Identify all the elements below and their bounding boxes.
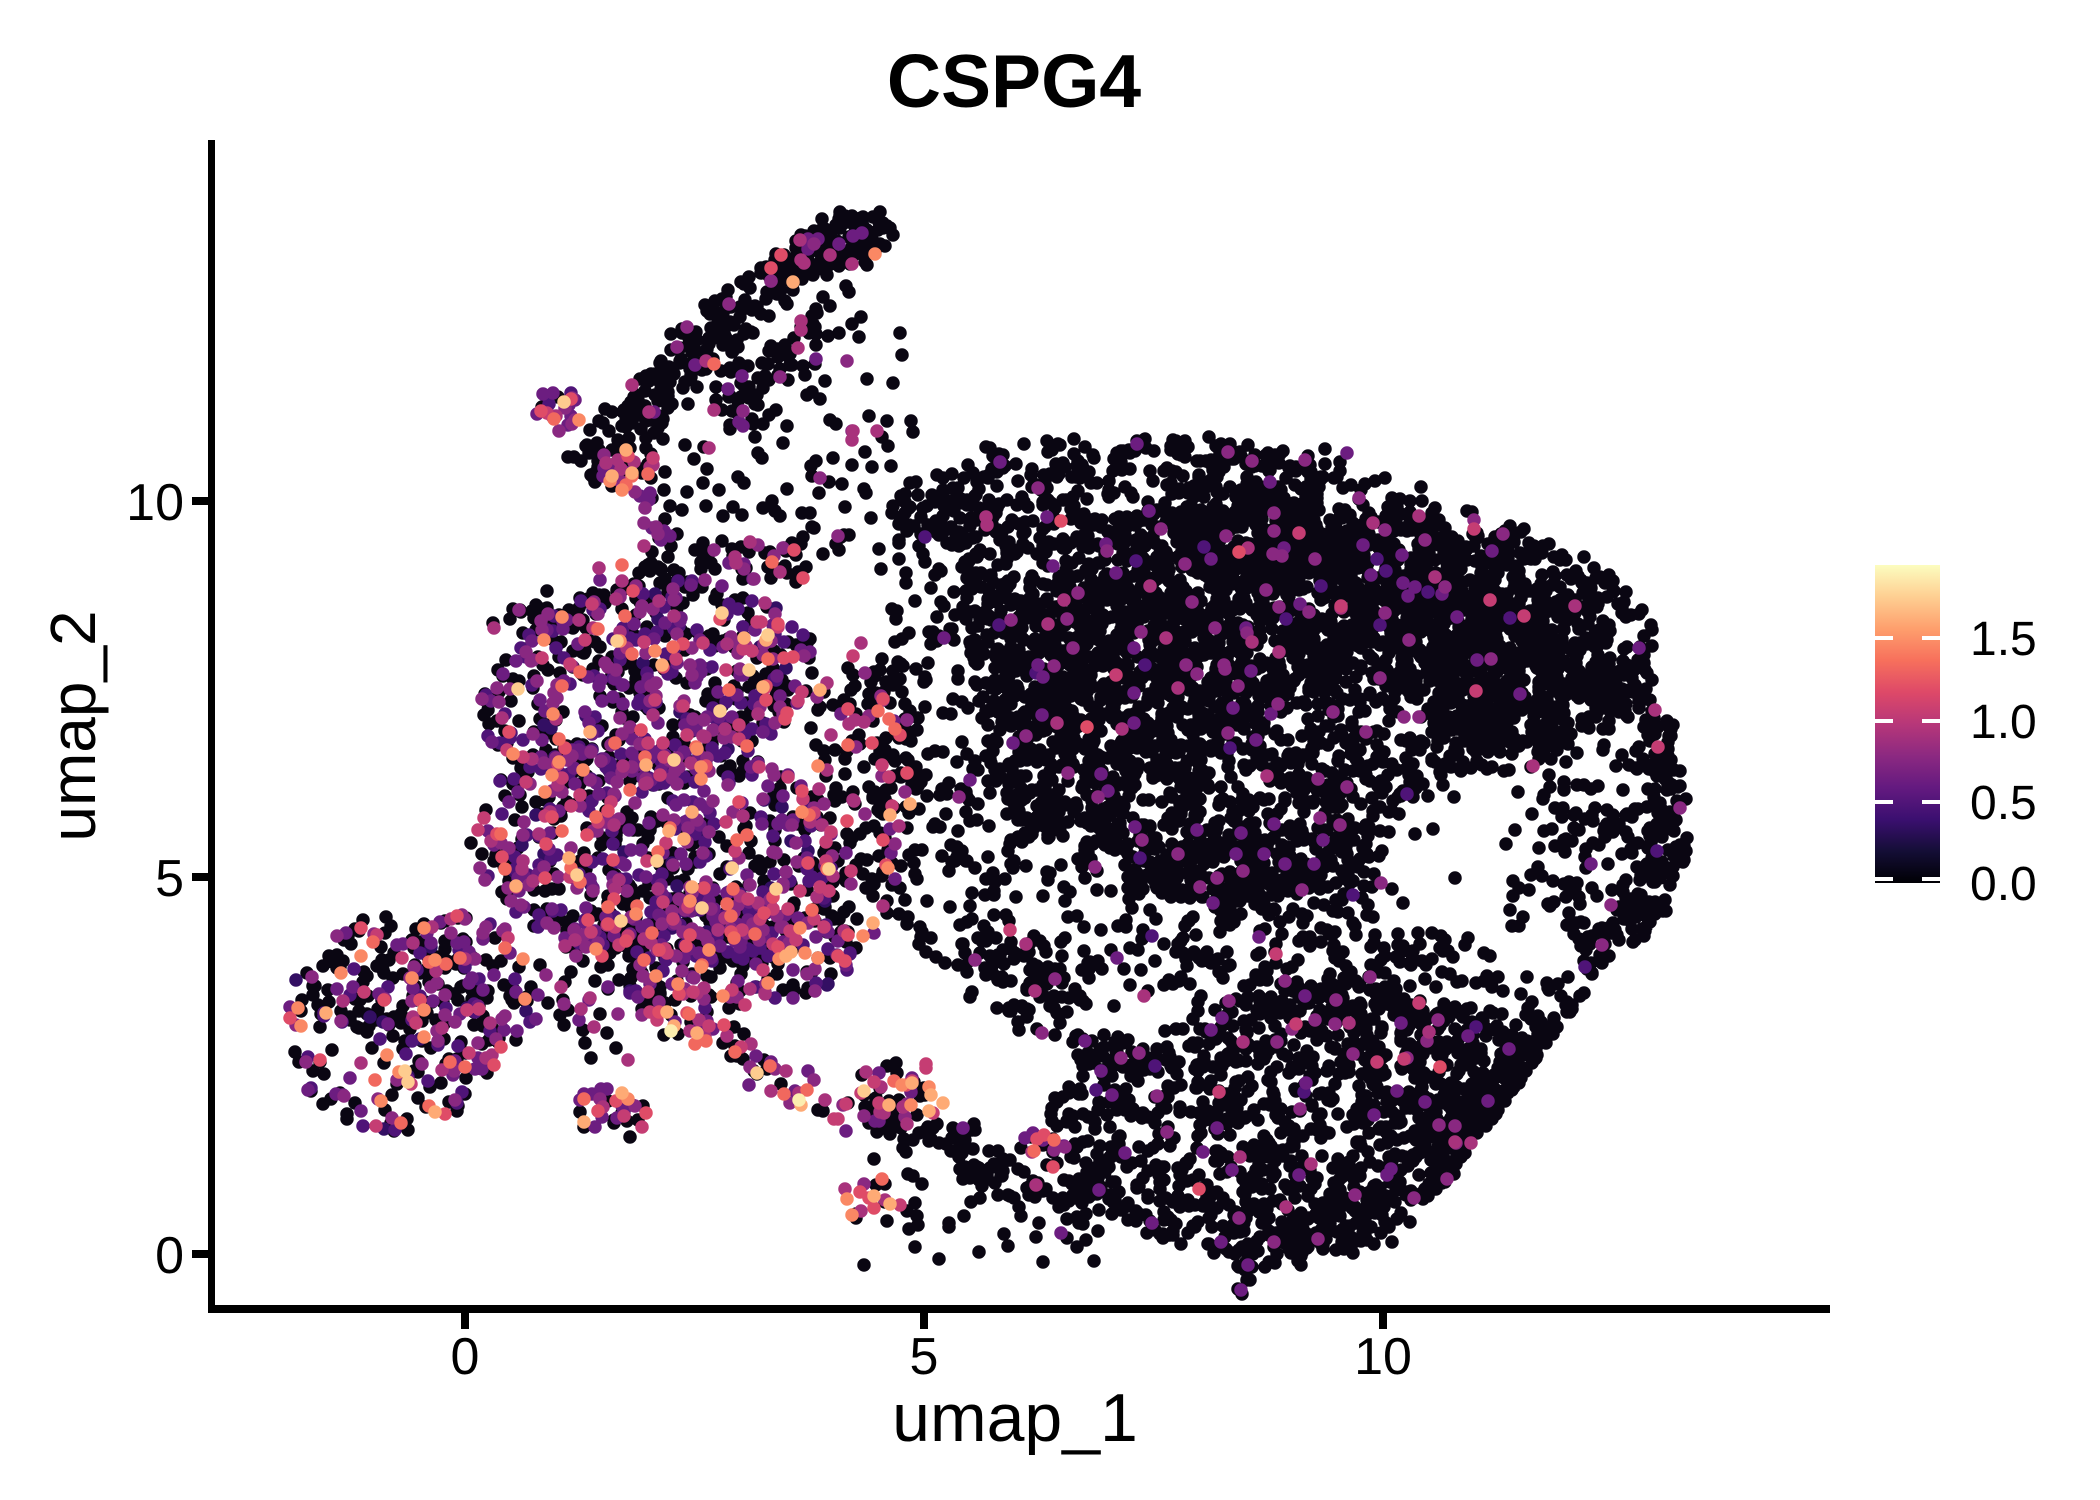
svg-text:umap_2: umap_2 [37, 610, 109, 841]
svg-text:1.5: 1.5 [1970, 613, 2037, 666]
svg-text:0.0: 0.0 [1970, 858, 2037, 911]
svg-text:1.0: 1.0 [1970, 696, 2037, 749]
svg-text:10: 10 [1354, 1328, 1412, 1386]
svg-text:5: 5 [155, 850, 184, 908]
svg-text:CSPG4: CSPG4 [887, 39, 1142, 123]
svg-text:0.5: 0.5 [1970, 777, 2037, 830]
svg-text:0: 0 [155, 1227, 184, 1285]
svg-text:10: 10 [126, 474, 184, 532]
svg-text:0: 0 [451, 1328, 480, 1386]
svg-text:umap_1: umap_1 [892, 1380, 1138, 1456]
svg-text:5: 5 [910, 1328, 939, 1386]
